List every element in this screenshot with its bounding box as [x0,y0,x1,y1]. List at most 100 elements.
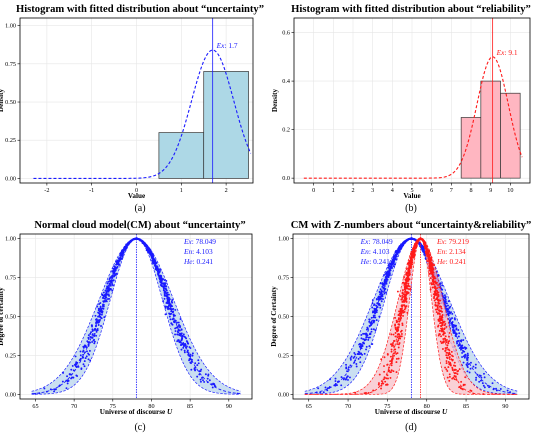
cloud-drop [334,377,337,380]
cloud-drop [468,371,471,374]
cloud-drop [147,250,150,253]
cloud-drop [437,334,440,337]
cloud-drop [481,382,484,385]
cloud-drop [408,269,410,272]
cloud-drop [434,292,437,295]
cloud-drops [354,237,485,396]
cloud-drop [334,380,337,382]
cloud-drop [448,356,451,359]
cloud-drop [405,305,408,308]
cloud-drop [212,383,215,386]
cloud-drop [365,336,368,339]
cloud-drop [168,301,170,303]
cloud-drop [445,362,448,365]
cloud-drop [397,329,400,332]
cloud-drop [93,340,96,343]
cloud-drop [454,372,457,375]
cloud-drop [457,344,460,347]
cloud-drop [373,303,376,306]
cloud-drop [93,338,96,341]
cloud-drop [177,329,180,332]
cloud-drop [380,358,383,361]
cloud-drop [432,271,435,274]
cloud-drop [114,267,117,270]
x-tick-label: 2 [225,187,228,194]
cloud-drop [448,373,451,376]
cloud-drop [478,380,481,383]
cloud-drop [164,291,167,294]
ex-annotation-sep: : [504,48,508,57]
cloud-drop [106,282,109,285]
cloud-drop [394,316,397,319]
cloud-drop [439,340,442,343]
cloud-drop [168,312,171,315]
cloud-drop [452,324,455,326]
cloud-drop [324,386,327,389]
cloud-drop [181,335,184,338]
cloud-drop [405,272,408,275]
cloud-drop [469,367,472,370]
cloud-drop [392,259,395,262]
cloud-drop [369,336,371,339]
y-tick-label: 0.50 [5,314,16,321]
cloud-drop [434,301,437,304]
cloud-drop [440,327,442,330]
cloud-drop [378,373,381,376]
cloud-drop [467,363,470,366]
cloud-drop [106,298,109,300]
cloud-drop [165,279,168,282]
cloud-drop [447,300,450,303]
cloud-drop [185,346,188,349]
cloud-drop [108,284,110,287]
cloud-drop [474,363,477,366]
cloud-drop [108,294,111,297]
cloud-drop [159,280,162,283]
cloud-drop [161,285,164,288]
cloud-drop [190,360,193,363]
cloud-drop [367,338,370,341]
cloud-drop [172,318,175,320]
cloud-drop [363,352,366,355]
cloud-drop [162,287,165,290]
cloud-drop [88,349,91,352]
cloud-drop [391,345,393,347]
cloud-drop [162,278,165,280]
cloud-drop [157,272,160,275]
cloud-drop [111,283,114,286]
cloud-drop [322,391,325,394]
cloud-drop [385,377,388,380]
cloud-drop [163,285,166,288]
cloud-drop [458,386,461,389]
cloud-drop [399,335,402,338]
cloud-drop [370,330,373,333]
cloud-drop [109,288,112,291]
cloud-drop [401,291,404,294]
cloud-drop [445,351,448,354]
cloud-drop [444,335,447,338]
cloud-drop [410,260,413,263]
cloud-drop [408,272,411,275]
cloud-drop [101,296,104,299]
chart-title: Histogram with fitted distribution about… [291,4,531,15]
cloud-drop [89,332,92,335]
cloud-drop [446,376,449,379]
cloud-drop [188,346,191,348]
cloud-drop [361,353,364,356]
cloud-drop [358,345,361,348]
cloud-drop [80,368,83,371]
cloud-drop [475,376,478,379]
cloud-drop [395,357,398,360]
x-axis-label: Value [128,192,145,200]
y-tick-label: 0.00 [5,391,16,398]
cloud-drop [182,333,185,336]
cloud-drop [390,362,393,365]
cloud-drop [164,283,166,286]
cloud-param-en: En: 4.103 [360,247,390,256]
cloud-drop [459,387,462,390]
cloud-drop [95,334,98,337]
histogram-bar [500,92,521,179]
cloud-drop [406,285,409,288]
cloud-drop [445,341,448,344]
cloud-drop [451,321,454,323]
